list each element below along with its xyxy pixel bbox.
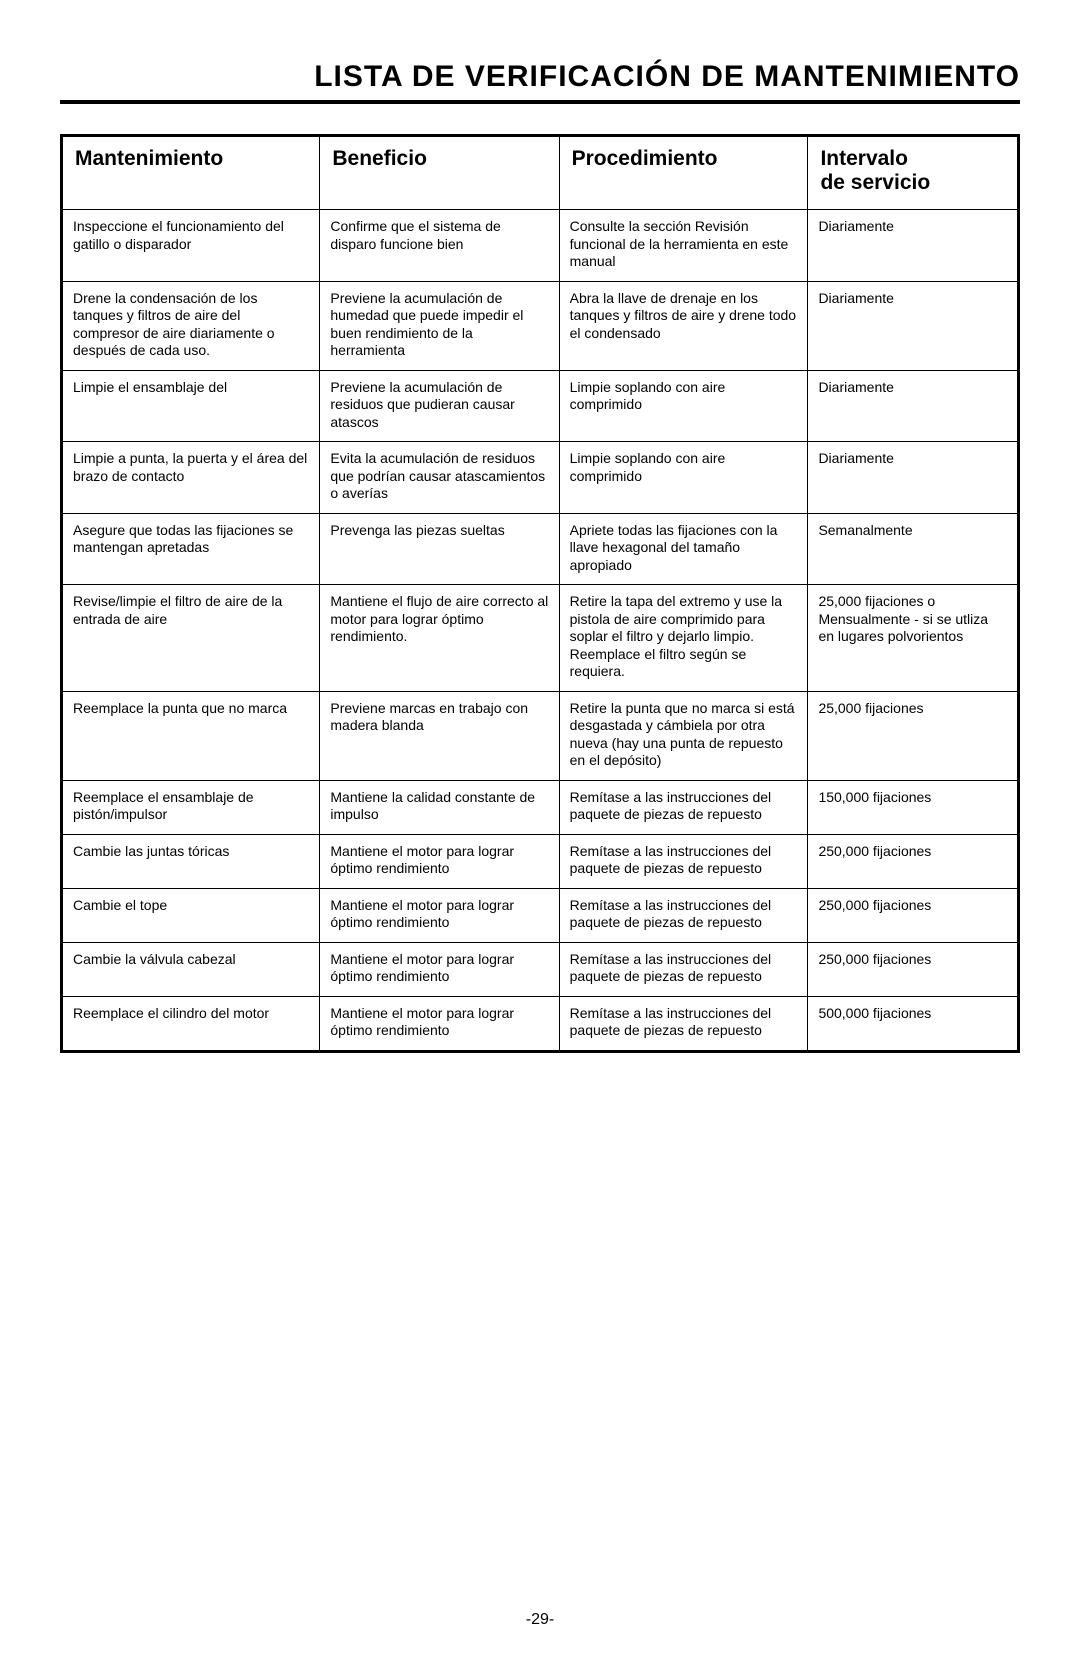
cell-mantenimiento: Reemplace el ensamblaje de pistón/impuls…: [62, 780, 320, 834]
cell-beneficio: Previene la acumulación de residuos que …: [320, 370, 559, 442]
table-row: Limpie a punta, la puerta y el área del …: [62, 442, 1019, 514]
cell-procedimiento: Remítase a las instrucciones del paquete…: [559, 996, 808, 1051]
col-header-label: Beneficio: [332, 147, 427, 170]
cell-intervalo: Diariamente: [808, 370, 1019, 442]
cell-mantenimiento: Cambie el tope: [62, 888, 320, 942]
cell-beneficio: Mantiene el motor para lograr óptimo ren…: [320, 834, 559, 888]
cell-intervalo: 250,000 fijaciones: [808, 942, 1019, 996]
table-row: Reemplace el cilindro del motor Mantiene…: [62, 996, 1019, 1051]
table-body: Inspeccione el funcionamiento del gatill…: [62, 210, 1019, 1052]
cell-beneficio: Mantiene el flujo de aire correcto al mo…: [320, 585, 559, 692]
cell-beneficio: Confirme que el sistema de disparo funci…: [320, 210, 559, 282]
cell-intervalo: 25,000 fijaciones o Mensualmente - si se…: [808, 585, 1019, 692]
cell-mantenimiento: Limpie a punta, la puerta y el área del …: [62, 442, 320, 514]
cell-mantenimiento: Inspeccione el funcionamiento del gatill…: [62, 210, 320, 282]
col-header-procedimiento: Procedimiento: [559, 136, 808, 210]
cell-procedimiento: Remítase a las instrucciones del paquete…: [559, 780, 808, 834]
cell-beneficio: Evita la acumulación de residuos que pod…: [320, 442, 559, 514]
col-header-label: Mantenimiento: [75, 147, 223, 170]
cell-procedimiento: Retire la tapa del extremo y use la pist…: [559, 585, 808, 692]
table-head: Mantenimiento Beneficio Procedimiento In…: [62, 136, 1019, 210]
cell-intervalo: Semanalmente: [808, 513, 1019, 585]
cell-mantenimiento: Asegure que todas las fijaciones se mant…: [62, 513, 320, 585]
table-row: Cambie las juntas tóricas Mantiene el mo…: [62, 834, 1019, 888]
cell-procedimiento: Limpie soplando con aire comprimido: [559, 370, 808, 442]
cell-mantenimiento: Drene la condensación de los tanques y f…: [62, 281, 320, 370]
cell-procedimiento: Abra la llave de drenaje en los tanques …: [559, 281, 808, 370]
table-row: Drene la condensación de los tanques y f…: [62, 281, 1019, 370]
table-row: Limpie el ensamblaje del Previene la acu…: [62, 370, 1019, 442]
col-header-intervalo: Intervalo de servicio: [808, 136, 1019, 210]
table-row: Cambie el tope Mantiene el motor para lo…: [62, 888, 1019, 942]
page: LISTA DE VERIFICACIÓN DE MANTENIMIENTO M…: [0, 0, 1080, 1669]
cell-intervalo: 500,000 fijaciones: [808, 996, 1019, 1051]
table-row: Inspeccione el funcionamiento del gatill…: [62, 210, 1019, 282]
cell-procedimiento: Remítase a las instrucciones del paquete…: [559, 942, 808, 996]
cell-procedimiento: Remítase a las instrucciones del paquete…: [559, 888, 808, 942]
col-header-mantenimiento: Mantenimiento: [62, 136, 320, 210]
cell-beneficio: Mantiene el motor para lograr óptimo ren…: [320, 888, 559, 942]
cell-intervalo: 25,000 fijaciones: [808, 691, 1019, 780]
cell-intervalo: 250,000 fijaciones: [808, 834, 1019, 888]
cell-procedimiento: Retire la punta que no marca si está des…: [559, 691, 808, 780]
table-row: Reemplace el ensamblaje de pistón/impuls…: [62, 780, 1019, 834]
cell-beneficio: Previene la acumulación de humedad que p…: [320, 281, 559, 370]
cell-procedimiento: Consulte la sección Revisión funcional d…: [559, 210, 808, 282]
cell-intervalo: Diariamente: [808, 210, 1019, 282]
cell-procedimiento: Remítase a las instrucciones del paquete…: [559, 834, 808, 888]
title-rule-block: LISTA DE VERIFICACIÓN DE MANTENIMIENTO: [60, 60, 1020, 104]
cell-beneficio: Mantiene el motor para lograr óptimo ren…: [320, 942, 559, 996]
cell-mantenimiento: Cambie las juntas tóricas: [62, 834, 320, 888]
cell-beneficio: Previene marcas en trabajo con madera bl…: [320, 691, 559, 780]
cell-procedimiento: Apriete todas las fijaciones con la llav…: [559, 513, 808, 585]
cell-beneficio: Mantiene el motor para lograr óptimo ren…: [320, 996, 559, 1051]
cell-intervalo: Diariamente: [808, 281, 1019, 370]
cell-intervalo: Diariamente: [808, 442, 1019, 514]
table-row: Revise/limpie el filtro de aire de la en…: [62, 585, 1019, 692]
table-header-row: Mantenimiento Beneficio Procedimiento In…: [62, 136, 1019, 210]
cell-beneficio: Prevenga las piezas sueltas: [320, 513, 559, 585]
col-header-sub: de servicio: [820, 171, 1005, 195]
cell-intervalo: 250,000 fijaciones: [808, 888, 1019, 942]
maintenance-table: Mantenimiento Beneficio Procedimiento In…: [60, 134, 1020, 1053]
cell-mantenimiento: Revise/limpie el filtro de aire de la en…: [62, 585, 320, 692]
col-header-label: Intervalo: [820, 147, 908, 170]
cell-mantenimiento: Limpie el ensamblaje del: [62, 370, 320, 442]
cell-mantenimiento: Reemplace el cilindro del motor: [62, 996, 320, 1051]
table-row: Reemplace la punta que no marca Previene…: [62, 691, 1019, 780]
cell-intervalo: 150,000 fijaciones: [808, 780, 1019, 834]
col-header-label: Procedimiento: [572, 147, 718, 170]
cell-mantenimiento: Reemplace la punta que no marca: [62, 691, 320, 780]
page-number: -29-: [0, 1611, 1080, 1629]
col-header-beneficio: Beneficio: [320, 136, 559, 210]
table-row: Cambie la válvula cabezal Mantiene el mo…: [62, 942, 1019, 996]
cell-beneficio: Mantiene la calidad constante de impulso: [320, 780, 559, 834]
page-title: LISTA DE VERIFICACIÓN DE MANTENIMIENTO: [60, 60, 1020, 94]
cell-mantenimiento: Cambie la válvula cabezal: [62, 942, 320, 996]
table-row: Asegure que todas las fijaciones se mant…: [62, 513, 1019, 585]
cell-procedimiento: Limpie soplando con aire comprimido: [559, 442, 808, 514]
